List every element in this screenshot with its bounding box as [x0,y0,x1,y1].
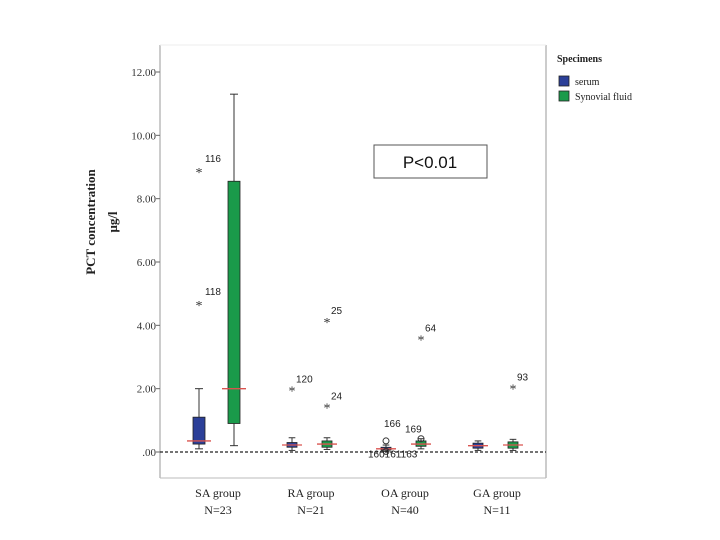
x-axis-category-labels: SA group N=23 RA group N=21 OA group N=40 GA g… [195,486,521,517]
box-body [227,180,241,424]
box-synovial-fluid-ra-group [317,437,337,450]
box-serum-sa-group [187,388,211,450]
y-axis-ticks: 12.00 10.00 8.00 6.00 4.00 2.00 .00 [131,67,160,459]
box-serum-ga-group [468,440,488,451]
outlier-label: 64 [425,324,437,335]
legend-swatch-synovial [558,90,570,102]
y-tick-label: 6.00 [137,257,157,269]
outlier-label: 25 [331,306,343,317]
box-body [192,416,206,445]
outlier-circle-marker [417,435,425,443]
box-synovial-fluid-oa-group [411,438,431,450]
x-category-name: OA group [381,486,429,500]
outlier-label: 116 [205,154,221,165]
y-tick-label: 8.00 [137,194,157,206]
outlier-circle-marker [382,447,390,455]
y-axis-title-line1: PCT concentration [83,168,98,274]
y-tick-label: 2.00 [137,384,157,396]
outlier-star-marker: * [324,402,331,417]
legend-label-synovial: Synovial fluid [575,92,632,103]
outlier-label: 169 [405,425,422,436]
legend-swatch-serum [558,75,570,87]
x-category-name: SA group [195,486,241,500]
x-category-count: N=23 [204,503,231,517]
outlier-star-marker: * [289,384,296,399]
box-synovial-fluid-sa-group [222,93,246,447]
legend-title: Specimens [557,54,602,65]
y-tick-label: 4.00 [137,320,157,332]
box-serum-ra-group [282,437,302,451]
p-value-box [373,144,488,179]
outlier-label: 166 [384,419,401,430]
legend-label-serum: serum [575,77,600,88]
outlier-star-marker: * [196,299,203,314]
y-tick-label: 10.00 [131,130,156,142]
y-tick-label: .00 [142,447,156,459]
box-synovial-fluid-ga-group [503,438,523,451]
outlier-star-marker: * [324,316,331,331]
x-category-count: N=11 [484,503,511,517]
x-category-name: GA group [473,486,521,500]
legend: Specimens serum Synovial fluid [557,54,632,103]
outlier-star-marker: * [510,383,517,398]
x-category-count: N=21 [297,503,324,517]
outlier-label: 93 [517,373,529,384]
outlier-label: 118 [205,287,221,298]
x-category-name: RA group [287,486,334,500]
outlier-circle-marker [382,437,390,445]
outlier-label: 24 [331,392,343,403]
outlier-star-marker: * [196,166,203,181]
box-series [187,93,523,452]
outlier-label: 120 [296,374,313,385]
y-axis-title-line2: μg/l [105,211,120,232]
p-value-annotation: P<0.01 [403,153,457,172]
outlier-star-marker: * [418,334,425,349]
outlier-label: 160161163 [368,449,418,460]
y-tick-label: 12.00 [131,67,156,79]
x-category-count: N=40 [391,503,418,517]
